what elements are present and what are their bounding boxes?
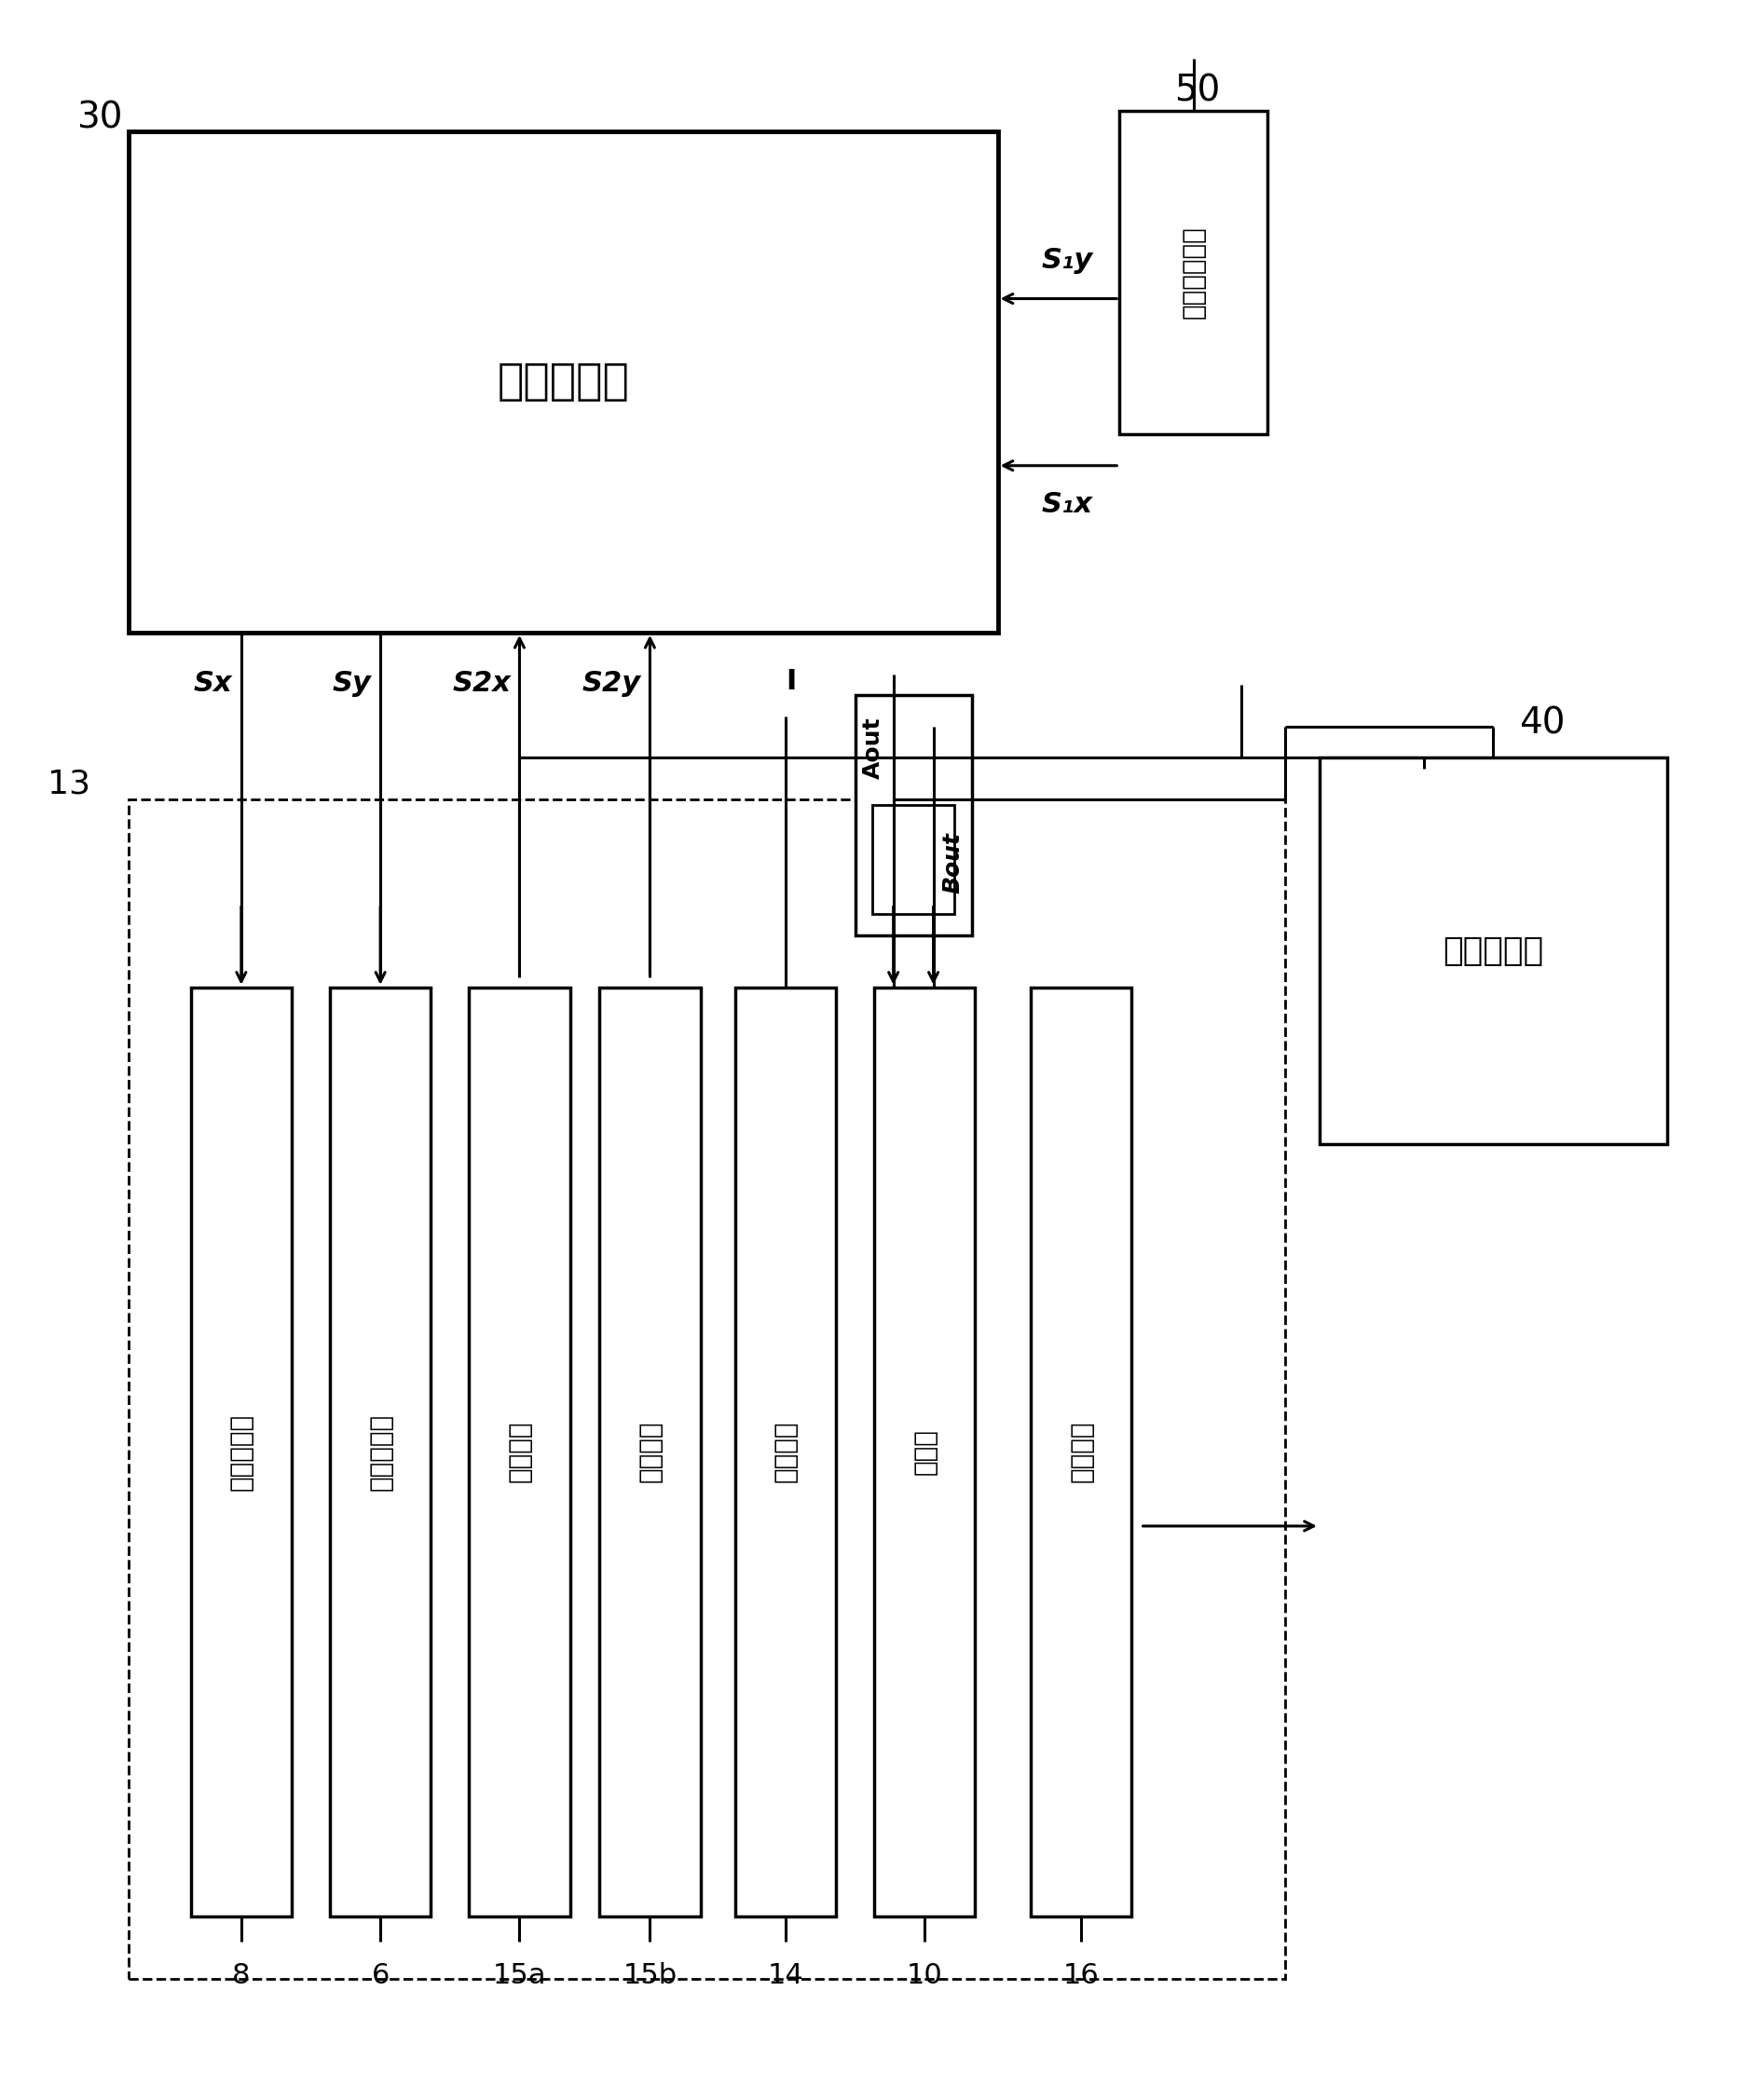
Text: 16: 16 [1063, 1961, 1099, 1989]
Bar [1120, 111, 1267, 435]
Text: 30: 30 [75, 101, 123, 137]
Text: 50: 50 [1176, 74, 1221, 109]
Text: 15a: 15a [492, 1961, 547, 1989]
Bar [599, 987, 701, 1915]
Text: S2y: S2y [582, 670, 641, 697]
Bar [128, 800, 1284, 1978]
Text: S₁x: S₁x [1042, 491, 1093, 519]
Text: 15b: 15b [624, 1961, 676, 1989]
Text: Aout: Aout [862, 716, 885, 779]
Text: 40: 40 [1519, 706, 1566, 741]
Text: 14: 14 [767, 1961, 804, 1989]
Text: 执行器: 执行器 [911, 1428, 937, 1474]
Text: 第１执行器: 第１执行器 [228, 1413, 254, 1491]
Bar [1319, 758, 1668, 1144]
Text: 摄像元件: 摄像元件 [773, 1422, 799, 1483]
Text: 10: 10 [906, 1961, 943, 1989]
Text: 第２执行器: 第２执行器 [368, 1413, 394, 1491]
Bar [128, 132, 997, 632]
Text: 光遗断器: 光遗断器 [1069, 1422, 1095, 1483]
Text: 陀螺仪传感器: 陀螺仪传感器 [1181, 227, 1207, 319]
Text: Sx: Sx [194, 670, 233, 697]
Text: 6: 6 [371, 1961, 389, 1989]
Text: 霍尔元件: 霍尔元件 [638, 1422, 662, 1483]
Text: 8: 8 [233, 1961, 251, 1989]
Bar [736, 987, 836, 1915]
Text: S₁y: S₁y [1041, 246, 1093, 273]
Text: 霍尔元件: 霍尔元件 [506, 1422, 533, 1483]
Bar [872, 804, 955, 914]
Text: 第１控制部: 第１控制部 [498, 361, 629, 403]
Bar [329, 987, 431, 1915]
Text: S2x: S2x [452, 670, 512, 697]
Bar [874, 987, 976, 1915]
Text: Bout: Bout [943, 832, 964, 895]
Text: 第２控制部: 第２控制部 [1444, 934, 1544, 966]
Text: I: I [785, 668, 795, 695]
Text: 13: 13 [47, 769, 89, 800]
Bar [191, 987, 291, 1915]
Bar [855, 695, 972, 934]
Bar [1030, 987, 1132, 1915]
Text: Sy: Sy [333, 670, 371, 697]
Bar [470, 987, 569, 1915]
